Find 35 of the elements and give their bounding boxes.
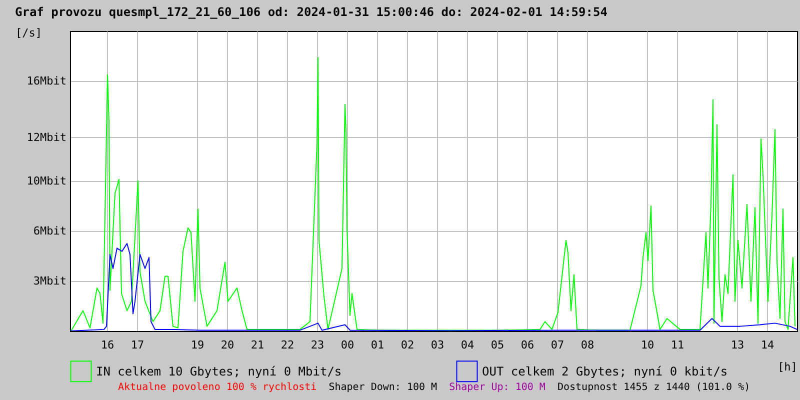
x-tick-label: 00 — [340, 338, 354, 352]
legend-label: OUT celkem 2 Gbytes; nyní 0 kbit/s — [482, 364, 728, 378]
x-tick-label: 19 — [190, 338, 204, 352]
text: Aktualne povoleno 100 % rychlosti — [118, 382, 317, 393]
x-tick-label: 04 — [460, 338, 474, 352]
x-tick-label: 05 — [490, 338, 504, 352]
x-tick-label: 20 — [220, 338, 234, 352]
x-tick-label: 06 — [520, 338, 534, 352]
chart-title: Graf provozu quesmpl_172_21_60_106 od: 2024-01-31 15:00:46 do: 2024-02-01 14:59:54 — [15, 5, 608, 19]
y-tick-label: 3Mbit — [33, 274, 66, 288]
x-tick-label: 22 — [280, 338, 294, 352]
x-tick-label: 23 — [310, 338, 324, 352]
x-tick-label: 03 — [430, 338, 444, 352]
text: Shaper Up: 100 M — [449, 382, 546, 393]
y-tick-label: 6Mbit — [33, 224, 66, 238]
x-tick-label: 01 — [370, 338, 384, 352]
line-series — [70, 57, 796, 331]
x-tick-label: 21 — [250, 338, 264, 352]
x-tick-label: 10 — [640, 338, 654, 352]
y-tick-label: 12Mbit — [26, 130, 66, 144]
x-tick-label: 17 — [130, 338, 144, 352]
y-tick-label: 16Mbit — [26, 74, 66, 88]
x-tick-label: 16 — [100, 338, 114, 352]
y-axis-title: [/s] — [16, 26, 42, 40]
x-tick-label: 14 — [760, 338, 774, 352]
x-tick-label: 07 — [550, 338, 564, 352]
text: Dostupnost 1455 z 1440 (101.0 %) — [557, 382, 750, 393]
x-tick-label: 13 — [730, 338, 744, 352]
x-tick-label: 02 — [400, 338, 414, 352]
legend-label: IN celkem 10 Gbytes; nyní 0 Mbit/s — [96, 364, 342, 378]
x-tick-label: 11 — [670, 338, 684, 352]
text: Shaper Down: 100 M — [328, 382, 438, 393]
x-axis-title: [h] — [778, 360, 798, 374]
y-tick-label: 10Mbit — [26, 174, 66, 188]
x-tick-label: 08 — [580, 338, 594, 352]
